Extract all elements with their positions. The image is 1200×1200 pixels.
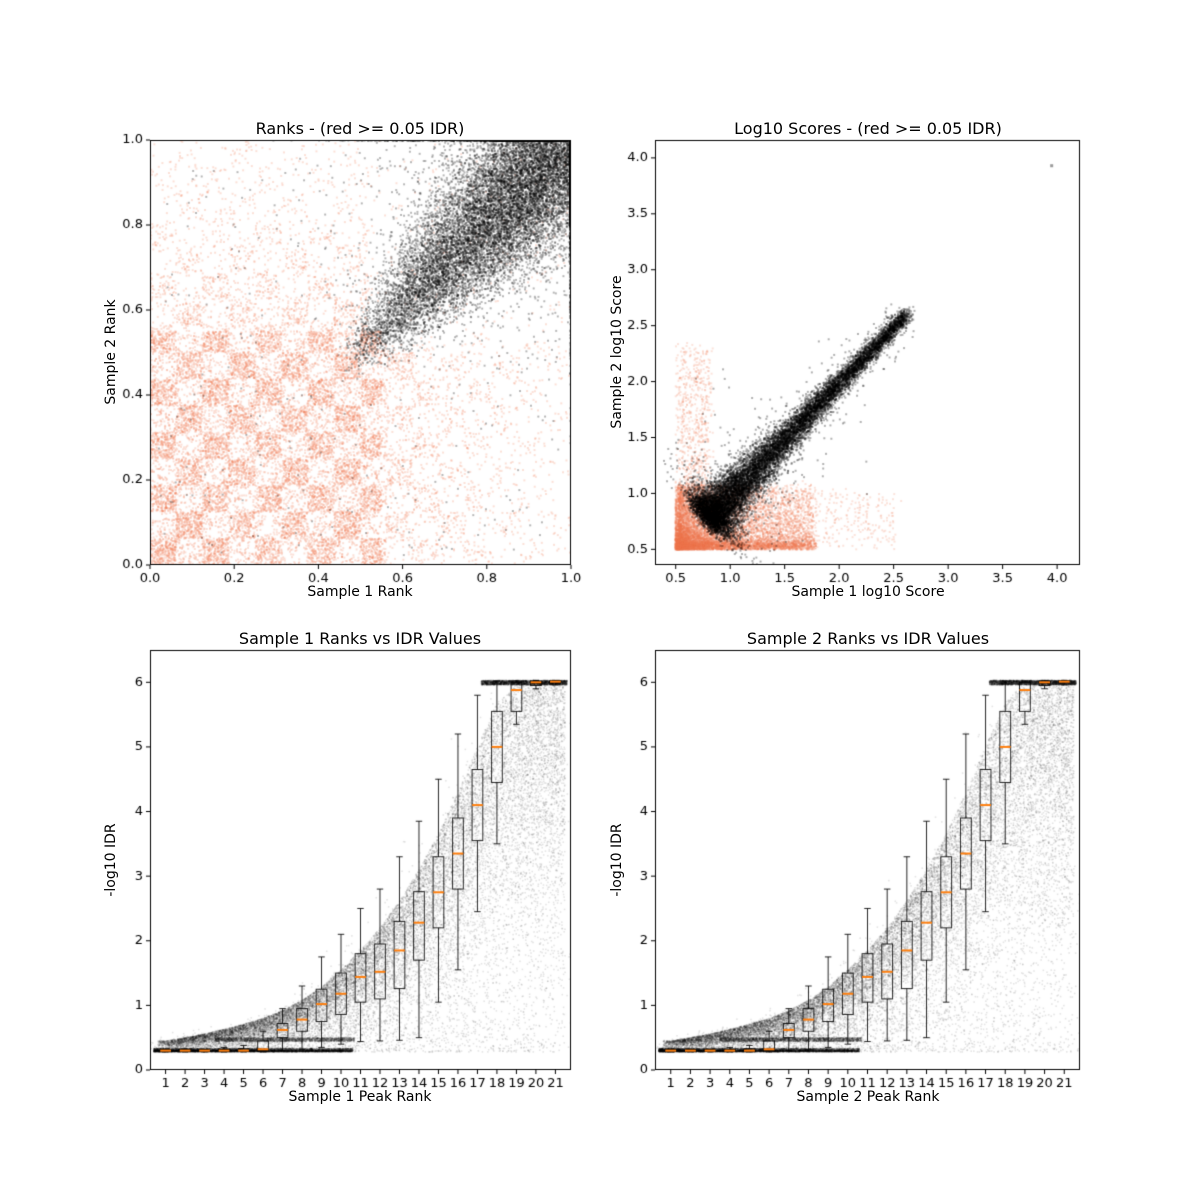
- ranks-x-axis-label: Sample 1 Rank: [307, 584, 413, 600]
- subplot-ranks-title: Ranks - (red >= 0.05 IDR): [255, 119, 465, 138]
- subplot-scores-title: Log10 Scores - (red >= 0.05 IDR): [734, 119, 1002, 138]
- subplot-sample1-idr-title: Sample 1 Ranks vs IDR Values: [238, 629, 482, 648]
- sample1-peak-rank-x-label: Sample 1 Peak Rank: [288, 1089, 432, 1105]
- sample1-neglog10idr-y-label: -log10 IDR: [103, 823, 119, 897]
- subplot-sample2-idr-title: Sample 2 Ranks vs IDR Values: [746, 629, 990, 648]
- scores-y-axis-label: Sample 2 log10 Score: [609, 275, 625, 429]
- sample2-peak-rank-x-label: Sample 2 Peak Rank: [796, 1089, 940, 1105]
- sample2-neglog10idr-y-label: -log10 IDR: [609, 823, 625, 897]
- ranks-y-axis-label: Sample 2 Rank: [103, 299, 119, 405]
- scores-x-axis-label: Sample 1 log10 Score: [791, 584, 945, 600]
